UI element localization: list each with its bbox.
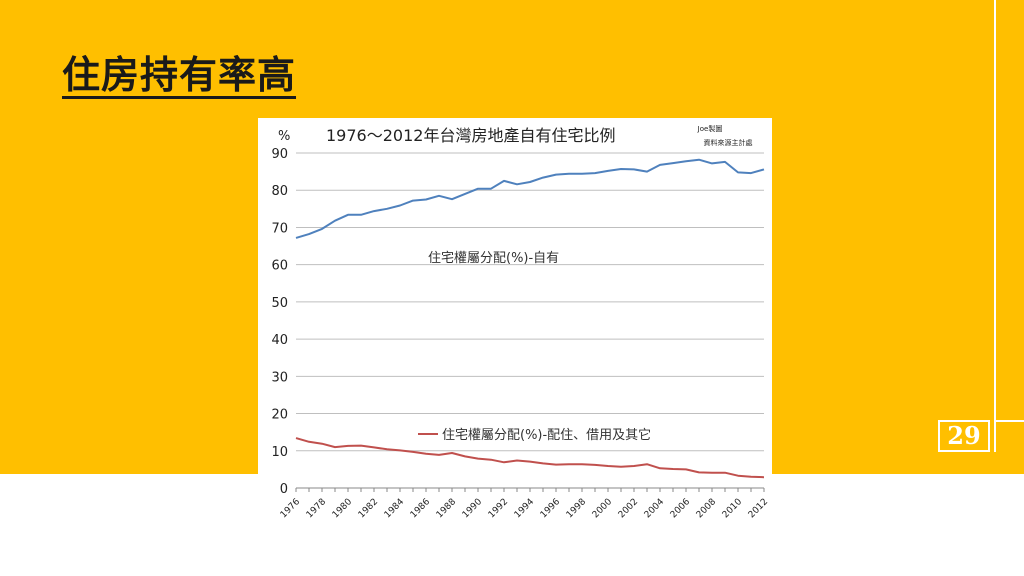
y-tick-label: 40: [271, 333, 288, 348]
chart-title: 1976～2012年台灣房地產自有住宅比例: [326, 126, 615, 145]
y-tick-label: 10: [271, 445, 288, 460]
series-line-owned: [295, 158, 765, 239]
series-label-other: 住宅權屬分配(%)-配住、借用及其它: [442, 427, 651, 443]
series-lines: [295, 158, 765, 479]
ownership-line-chart: % 1976～2012年台灣房地產自有住宅比例 Joe製圖 資料來源主計處 0 1…: [258, 118, 772, 536]
series-line-other: [295, 437, 765, 479]
chart-background: [258, 118, 772, 536]
chart-credit-line-1: Joe製圖: [697, 124, 723, 133]
vertical-divider: [994, 0, 996, 452]
y-tick-label: 20: [271, 408, 288, 423]
y-tick-label: 30: [271, 370, 288, 385]
gridlines: [296, 152, 764, 452]
y-tick-label: 70: [271, 221, 288, 236]
series-label-owned: 住宅權屬分配(%)-自有: [428, 251, 559, 266]
y-tick-label: 90: [271, 147, 288, 162]
y-tick-label: 60: [271, 259, 288, 274]
horizontal-divider: [994, 420, 1024, 422]
y-axis-unit-label: %: [278, 129, 290, 144]
chart-credit-line-2: 資料來源主計處: [704, 138, 753, 147]
y-tick-label: 0: [280, 482, 288, 497]
y-tick-label: 80: [271, 184, 288, 199]
y-tick-label: 50: [271, 296, 288, 311]
page-number: 29: [938, 420, 990, 452]
slide-title: 住房持有率高: [62, 53, 297, 97]
